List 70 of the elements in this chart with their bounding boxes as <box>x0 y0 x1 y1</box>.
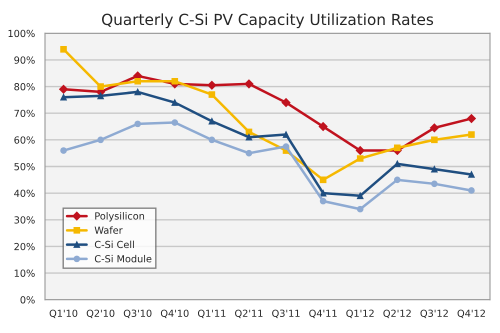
point <box>356 155 364 162</box>
y-tick-label: 50% <box>14 162 35 170</box>
point <box>244 79 254 88</box>
x-tick-label: Q1'11 <box>198 310 226 318</box>
y-tick-label: 100% <box>8 30 35 38</box>
point <box>431 180 438 188</box>
point <box>208 91 216 98</box>
point <box>208 118 216 125</box>
point <box>246 150 252 156</box>
point <box>320 198 326 204</box>
point <box>59 84 68 94</box>
point <box>318 122 328 131</box>
x-tick-label: Q2'10 <box>86 310 114 318</box>
point <box>97 83 104 90</box>
point <box>282 131 290 138</box>
point <box>320 190 326 196</box>
point <box>394 176 401 184</box>
y-tick-label: 80% <box>14 83 35 90</box>
point <box>246 128 252 136</box>
x-tick-label: Q2'12 <box>383 310 411 318</box>
point <box>356 192 364 200</box>
point <box>60 94 67 101</box>
x-tick-label: Q3'12 <box>420 310 448 318</box>
point <box>97 136 104 144</box>
legend-label: C-Si Cell <box>94 240 134 248</box>
x-tick-label: Q1'10 <box>50 310 78 318</box>
point <box>60 147 67 154</box>
point <box>282 98 290 108</box>
y-tick-label: 10% <box>14 270 35 277</box>
point <box>171 119 178 126</box>
point <box>207 80 216 90</box>
point <box>134 78 142 85</box>
point <box>394 144 401 152</box>
point <box>467 114 476 123</box>
x-tick-label: Q4'10 <box>160 310 189 318</box>
point <box>134 88 142 96</box>
point <box>208 136 216 144</box>
point <box>431 166 438 172</box>
point <box>468 131 475 138</box>
y-tick-label: 0% <box>20 296 35 304</box>
y-tick-label: 40% <box>14 190 35 197</box>
x-tick-label: Q3'11 <box>272 310 300 318</box>
x-tick-label: Q4'11 <box>309 310 337 318</box>
point <box>468 171 475 178</box>
point <box>430 123 439 132</box>
x-tick-label: Q4'12 <box>458 310 485 318</box>
point <box>171 78 178 85</box>
point <box>282 143 290 150</box>
point <box>320 176 326 184</box>
point <box>356 206 364 212</box>
legend-label: Polysilicon <box>95 212 144 222</box>
x-tick-label: Q2'11 <box>235 310 262 318</box>
point <box>97 92 104 100</box>
point <box>431 136 438 144</box>
legend-label: Wafer <box>94 226 123 234</box>
point <box>468 187 475 194</box>
y-tick-label: 60% <box>14 136 35 144</box>
point <box>356 146 365 155</box>
point <box>60 46 67 53</box>
point <box>246 134 252 140</box>
y-tick-label: 20% <box>14 242 35 250</box>
point <box>134 120 142 128</box>
x-tick-label: Q1'12 <box>346 310 374 318</box>
y-tick-label: 90% <box>14 56 35 64</box>
y-tick-label: 30% <box>14 216 35 224</box>
y-tick-label: 70% <box>14 110 35 118</box>
x-tick-label: Q3'10 <box>124 310 152 318</box>
chart-title: Quarterly C-Si PV Capacity Utilization Rates <box>102 13 434 28</box>
point <box>171 99 178 106</box>
legend-label: C-Si Module <box>94 254 152 262</box>
